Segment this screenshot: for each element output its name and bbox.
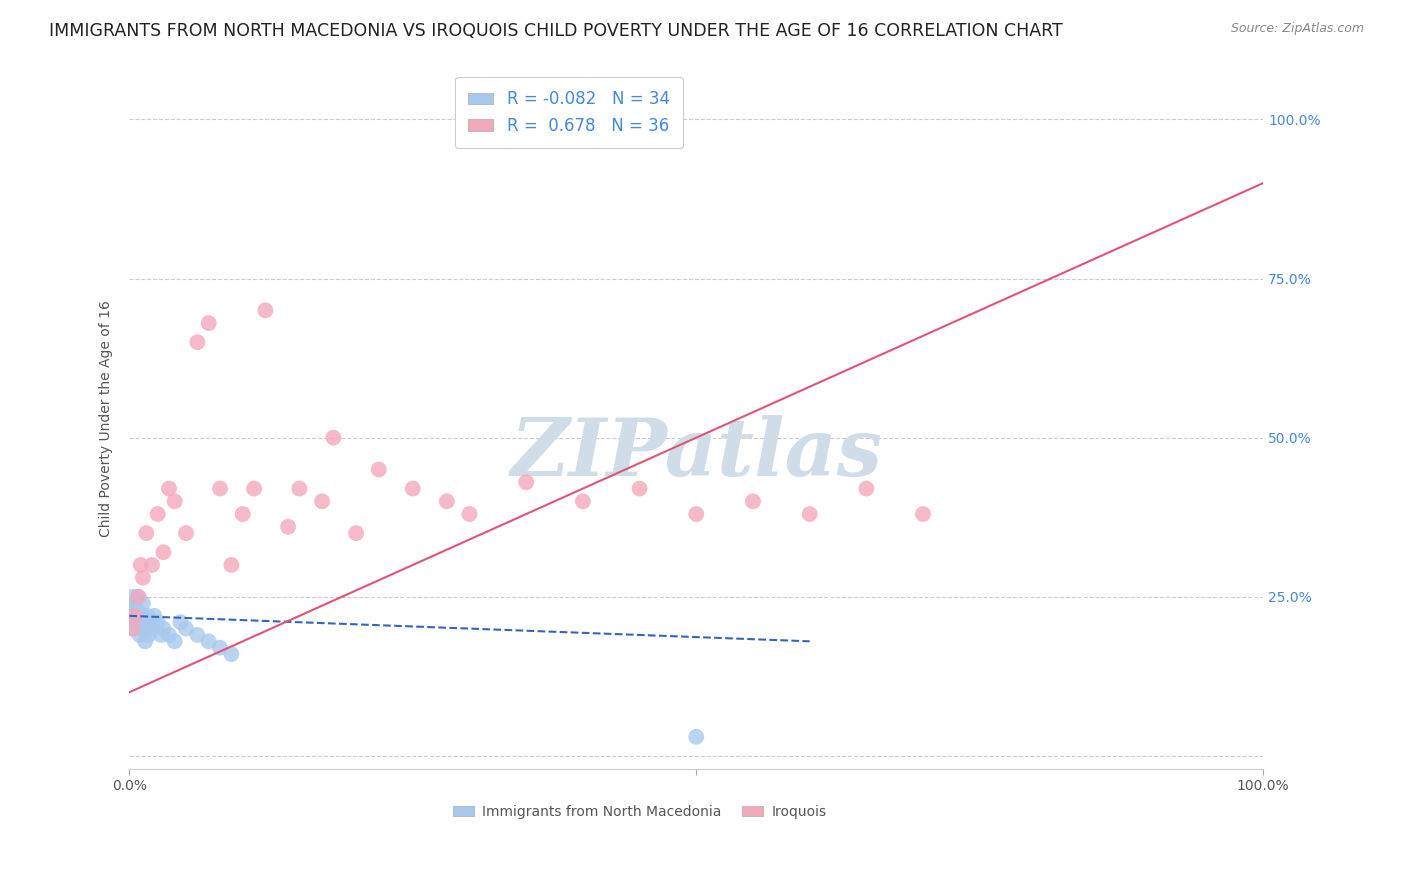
Point [209,640,232,655]
Point [127,602,149,616]
Point [121,622,143,636]
Point [685,507,707,521]
Point [122,608,145,623]
Point [134,634,156,648]
Point [628,482,651,496]
Point [288,482,311,496]
Point [146,615,169,630]
Point [163,634,186,648]
Point [121,622,143,636]
Point [209,482,232,496]
Point [685,730,707,744]
Point [152,545,174,559]
Point [515,475,537,490]
Y-axis label: Child Poverty Under the Age of 16: Child Poverty Under the Age of 16 [100,300,114,537]
Point [132,615,155,630]
Point [221,647,243,661]
Point [197,634,219,648]
Point [131,608,153,623]
Point [197,316,219,330]
Point [138,628,160,642]
Point [163,494,186,508]
Point [127,590,149,604]
Point [322,431,344,445]
Point [254,303,277,318]
Point [174,526,197,541]
Point [143,608,166,623]
Point [121,590,143,604]
Point [124,596,146,610]
Point [141,622,163,636]
Point [243,482,266,496]
Point [221,558,243,572]
Point [186,628,208,642]
Point [855,482,877,496]
Point [135,622,157,636]
Point [139,615,162,630]
Point [129,558,152,572]
Point [277,520,299,534]
Point [135,526,157,541]
Point [136,608,159,623]
Point [344,526,367,541]
Point [152,622,174,636]
Point [311,494,333,508]
Point [912,507,935,521]
Point [124,608,146,623]
Point [572,494,595,508]
Point [141,558,163,572]
Point [129,622,152,636]
Point [232,507,254,521]
Point [121,602,143,616]
Point [157,482,180,496]
Point [367,462,389,476]
Point [132,571,155,585]
Point [157,628,180,642]
Point [124,608,146,623]
Point [458,507,481,521]
Point [402,482,425,496]
Point [132,596,155,610]
Point [128,628,150,642]
Point [174,622,197,636]
Point [186,335,208,350]
Point [799,507,821,521]
Point [127,615,149,630]
Legend: Immigrants from North Macedonia, Iroquois: Immigrants from North Macedonia, Iroquoi… [447,799,832,825]
Text: Source: ZipAtlas.com: Source: ZipAtlas.com [1230,22,1364,36]
Point [742,494,765,508]
Point [125,615,148,630]
Point [436,494,458,508]
Text: IMMIGRANTS FROM NORTH MACEDONIA VS IROQUOIS CHILD POVERTY UNDER THE AGE OF 16 CO: IMMIGRANTS FROM NORTH MACEDONIA VS IROQU… [49,22,1063,40]
Point [127,590,149,604]
Point [150,628,173,642]
Point [169,615,191,630]
Point [146,507,169,521]
Text: ZIPatlas: ZIPatlas [510,415,883,492]
